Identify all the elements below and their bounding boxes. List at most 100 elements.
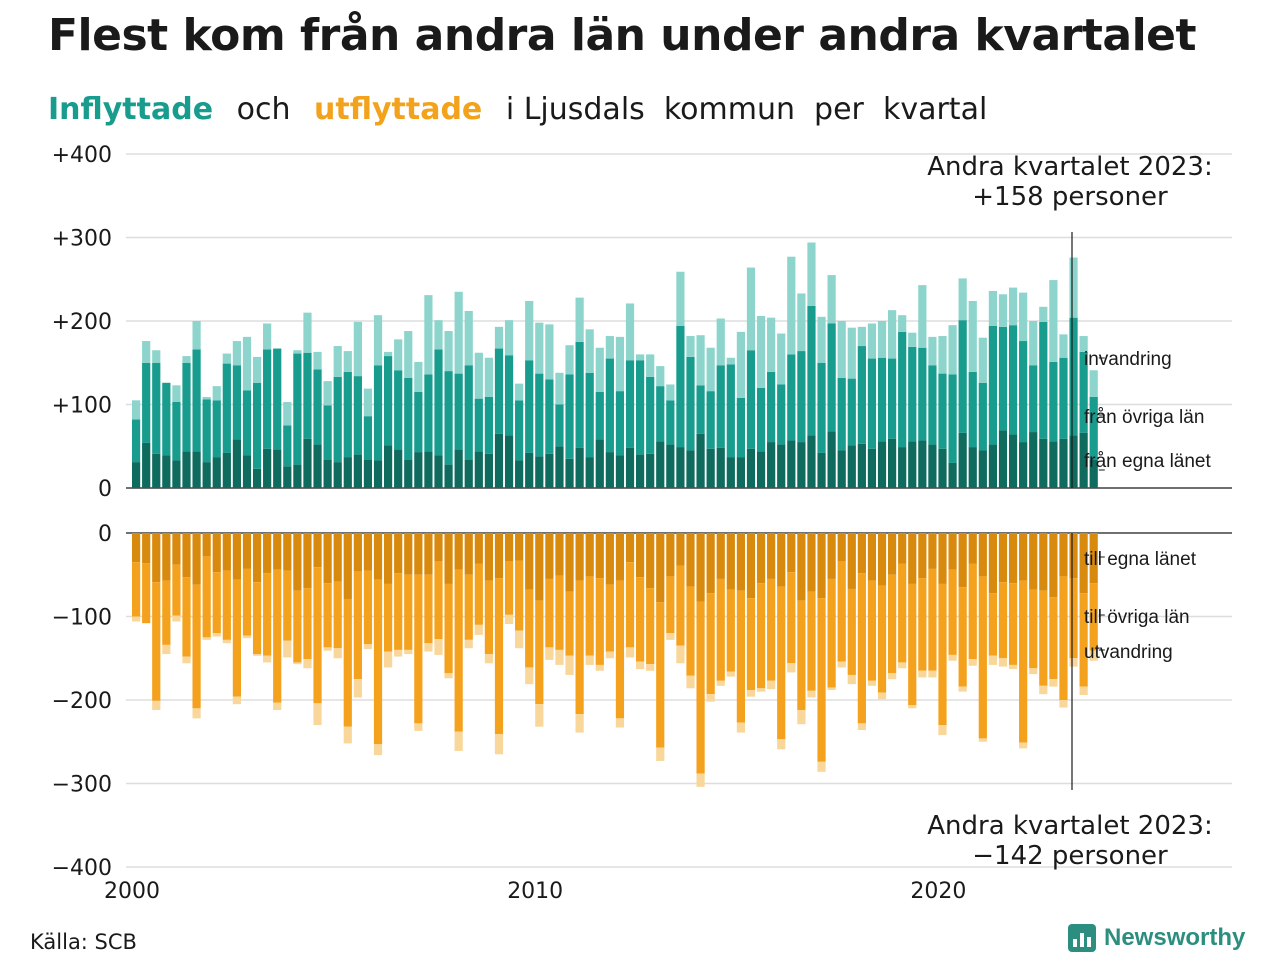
bar-out-emig xyxy=(1029,668,1038,675)
bar-out-emig xyxy=(605,651,614,659)
bar-out-own xyxy=(434,533,443,562)
series-label-out: utvandring xyxy=(1084,642,1173,663)
bar-in-other xyxy=(504,355,514,436)
bar-out-emig xyxy=(958,686,967,692)
bar-in-immig xyxy=(636,354,645,361)
bar-in-own xyxy=(968,447,977,488)
bar-out-other xyxy=(615,580,625,719)
bar-in-other xyxy=(424,374,433,452)
bar-out-other xyxy=(545,578,554,648)
bar-out-own xyxy=(696,533,705,602)
bar-in-immig xyxy=(908,332,917,347)
bar-in-other xyxy=(152,362,161,454)
bar-in-own xyxy=(1049,441,1058,488)
bar-out-other xyxy=(948,569,957,655)
bar-out-emig xyxy=(1069,658,1078,667)
bar-out-other xyxy=(162,580,171,645)
bar-out-other xyxy=(303,588,312,660)
bar-in-immig xyxy=(615,336,625,392)
bar-out-emig xyxy=(827,687,836,690)
bar-out-own xyxy=(928,533,937,569)
bar-out-own xyxy=(636,533,645,578)
subtitle-inflyttade: Inflyttade xyxy=(48,92,214,127)
bar-in-other xyxy=(867,358,877,449)
bar-out-other xyxy=(716,578,725,681)
bar-in-own xyxy=(484,453,493,488)
bar-out-own xyxy=(777,533,786,587)
bar-out-own xyxy=(424,533,433,575)
bar-in-own xyxy=(726,457,735,488)
x-tick-label: 2000 xyxy=(104,879,160,904)
bar-in-own xyxy=(988,444,997,488)
bar-in-own xyxy=(182,451,191,488)
bar-out-other xyxy=(444,583,453,674)
bar-out-other xyxy=(1089,583,1098,651)
bar-in-immig xyxy=(1049,280,1058,362)
bar-in-other xyxy=(132,419,141,463)
bar-in-own xyxy=(353,454,362,488)
source-note: Källa: SCB xyxy=(30,930,137,954)
bar-out-other xyxy=(142,563,151,624)
bar-out-emig xyxy=(928,670,937,678)
bar-in-immig xyxy=(363,388,373,417)
bar-out-emig xyxy=(908,705,917,709)
bar-in-own xyxy=(767,442,776,488)
bar-in-own xyxy=(978,450,987,488)
bar-out-other xyxy=(1069,578,1078,659)
bar-out-own xyxy=(222,533,231,571)
bar-out-other xyxy=(726,589,735,672)
bar-in-other xyxy=(837,377,846,451)
bar-out-emig xyxy=(726,671,735,677)
bar-out-own xyxy=(394,533,403,574)
bar-out-emig xyxy=(888,673,897,680)
bar-out-other xyxy=(857,573,866,724)
bar-in-own xyxy=(625,447,635,488)
bar-in-own xyxy=(373,460,383,488)
bar-out-other xyxy=(414,574,423,724)
bar-in-other xyxy=(908,346,917,442)
bar-out-emig xyxy=(1049,679,1058,687)
bar-out-emig xyxy=(867,680,877,686)
bar-out-own xyxy=(746,533,756,599)
bar-out-other xyxy=(746,598,756,690)
bar-in-own xyxy=(363,459,373,488)
bar-in-other xyxy=(686,356,695,451)
bar-out-emig xyxy=(847,674,856,685)
bar-out-other xyxy=(676,565,685,646)
bar-in-own xyxy=(1059,438,1068,488)
bar-out-other xyxy=(1029,589,1038,669)
bar-in-other xyxy=(363,416,373,460)
bar-out-own xyxy=(676,533,685,566)
bar-in-immig xyxy=(504,320,514,356)
bar-in-immig xyxy=(857,326,866,347)
y-tick-label-top: +400 xyxy=(52,143,112,168)
bar-out-other xyxy=(1019,580,1028,743)
bar-in-own xyxy=(152,453,161,488)
subtitle-utflyttade: utflyttade xyxy=(314,92,483,127)
bar-out-emig xyxy=(787,663,796,673)
bar-in-own xyxy=(232,439,241,488)
bar-in-other xyxy=(323,405,332,460)
bar-out-emig xyxy=(646,664,655,671)
bar-in-immig xyxy=(676,271,685,327)
bar-out-own xyxy=(1008,533,1018,584)
bar-out-other xyxy=(152,582,161,701)
bar-in-other xyxy=(212,400,221,458)
bar-in-own xyxy=(242,455,252,488)
bar-in-other xyxy=(827,323,836,432)
bar-out-own xyxy=(263,533,272,574)
bar-in-immig xyxy=(767,317,776,372)
bar-in-immig xyxy=(646,354,655,377)
bar-out-other xyxy=(817,598,826,762)
bar-out-own xyxy=(756,533,766,584)
bar-in-immig xyxy=(424,295,433,375)
bar-out-emig xyxy=(636,661,645,670)
bar-out-own xyxy=(464,533,473,575)
bar-in-own xyxy=(676,447,685,488)
bar-in-other xyxy=(1089,396,1098,460)
bar-in-own xyxy=(565,458,574,488)
bar-out-emig xyxy=(625,647,635,658)
y-tick-label-top: +300 xyxy=(52,227,112,252)
bar-out-emig xyxy=(384,651,393,668)
